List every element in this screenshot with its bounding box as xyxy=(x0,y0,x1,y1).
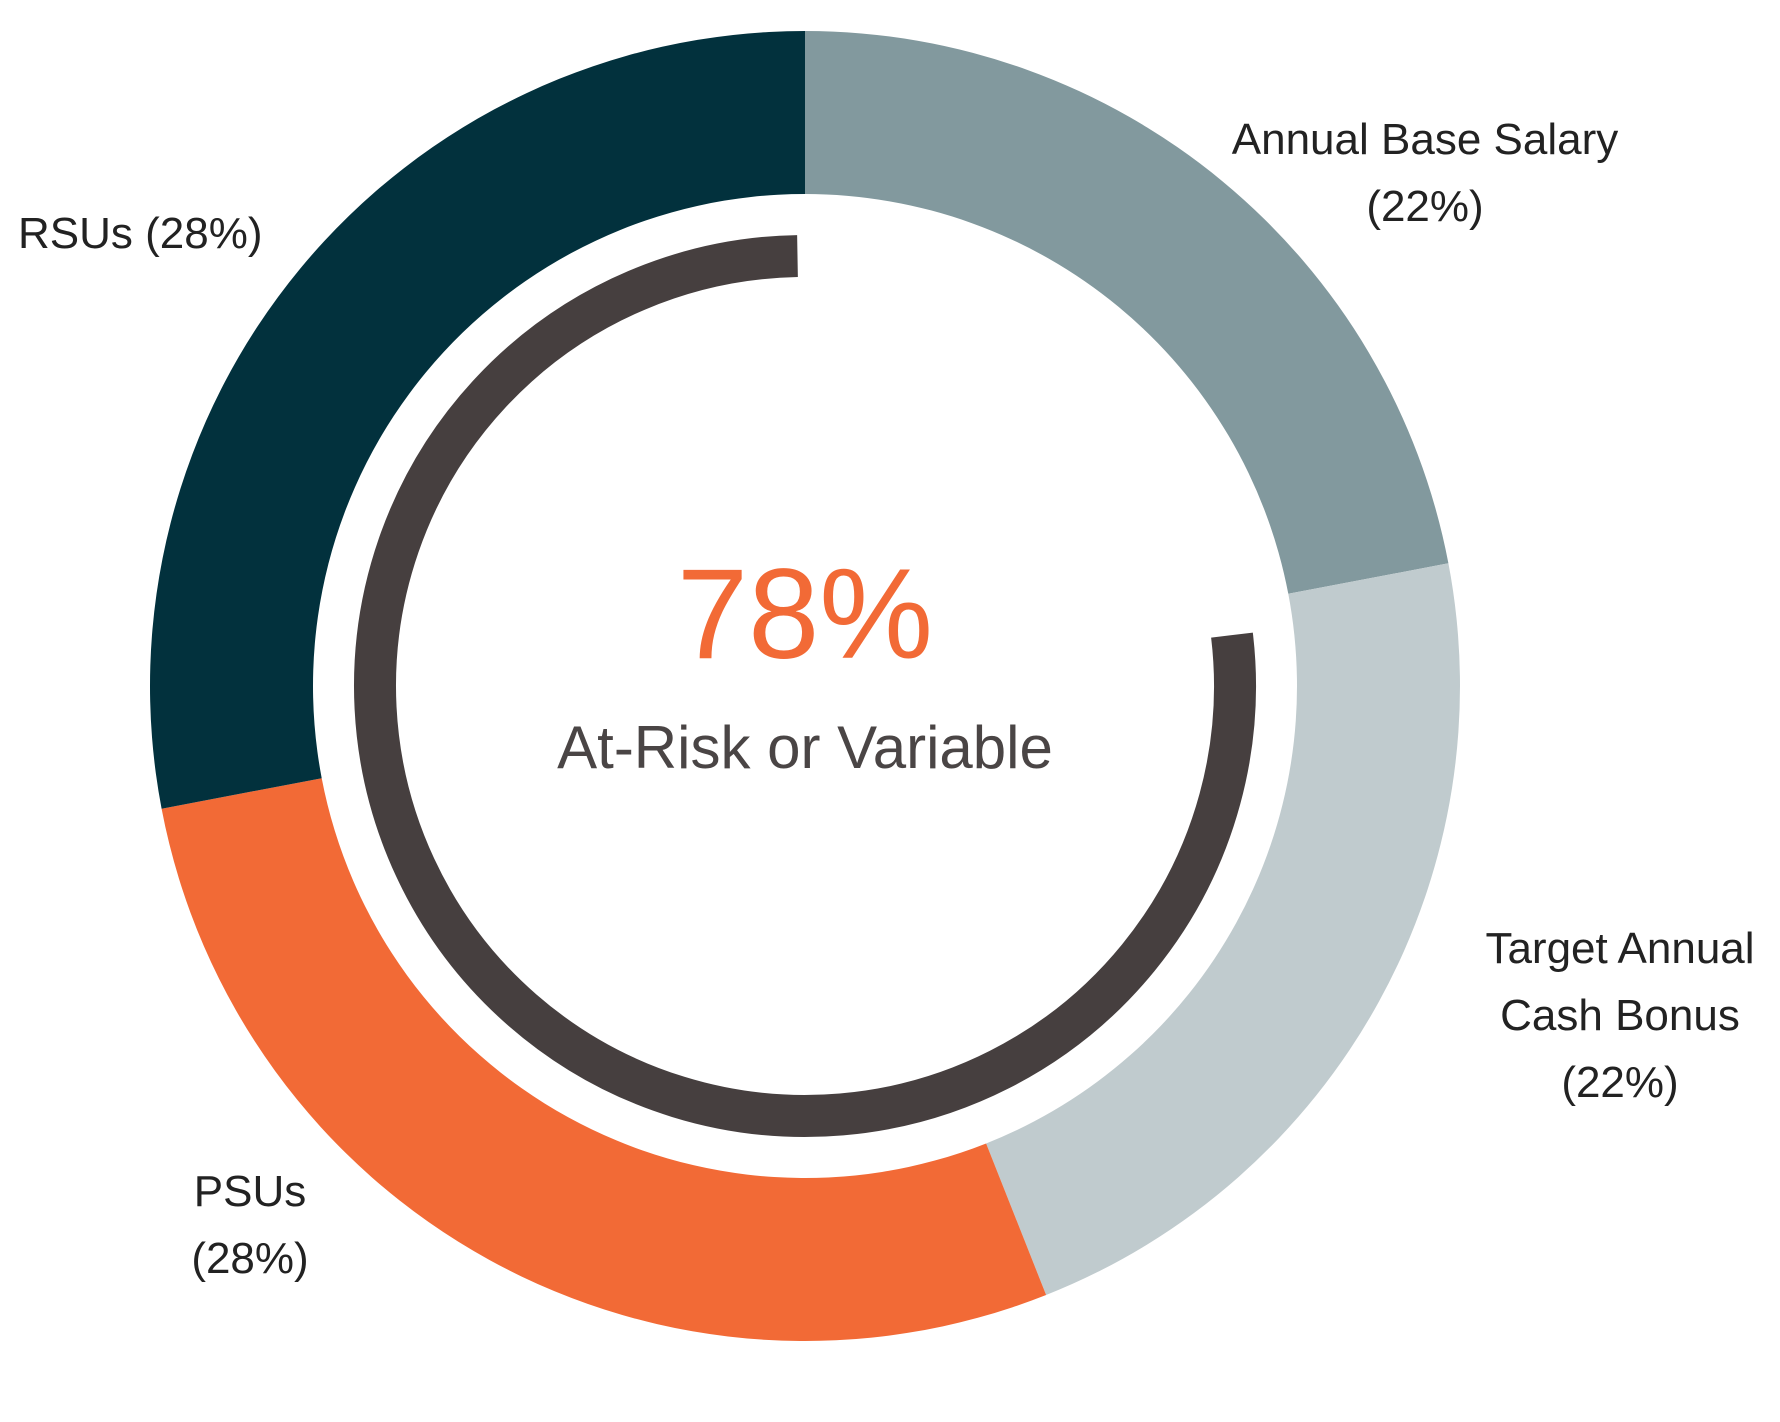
label-line: RSUs (28%) xyxy=(18,209,263,258)
slice-labels: Annual Base Salary (22%) Target Annual Cash… xyxy=(18,115,1755,1283)
label-line: (28%) xyxy=(191,1234,308,1283)
slice-annual-base-salary xyxy=(805,31,1449,594)
label-annual-base-salary: Annual Base Salary (22%) xyxy=(1232,115,1618,231)
slice-target-annual-cash-bonus xyxy=(986,563,1461,1296)
label-line: (22%) xyxy=(1366,182,1483,231)
label-line: Cash Bonus xyxy=(1500,991,1740,1040)
label-line: PSUs xyxy=(194,1167,306,1216)
at-risk-arc xyxy=(354,235,1257,1137)
donut-slices xyxy=(149,31,1461,1341)
slice-rsus xyxy=(149,31,805,809)
label-psus: PSUs (28%) xyxy=(191,1167,308,1283)
label-line: Target Annual xyxy=(1485,924,1754,973)
label-target-annual-cash-bonus: Target Annual Cash Bonus (22%) xyxy=(1485,924,1754,1107)
center-value: 78% xyxy=(677,543,933,686)
label-rsus: RSUs (28%) xyxy=(18,209,263,258)
label-line: (22%) xyxy=(1561,1058,1678,1107)
center-caption: At-Risk or Variable xyxy=(557,714,1053,781)
label-line: Annual Base Salary xyxy=(1232,115,1618,164)
slice-psus xyxy=(161,778,1047,1341)
